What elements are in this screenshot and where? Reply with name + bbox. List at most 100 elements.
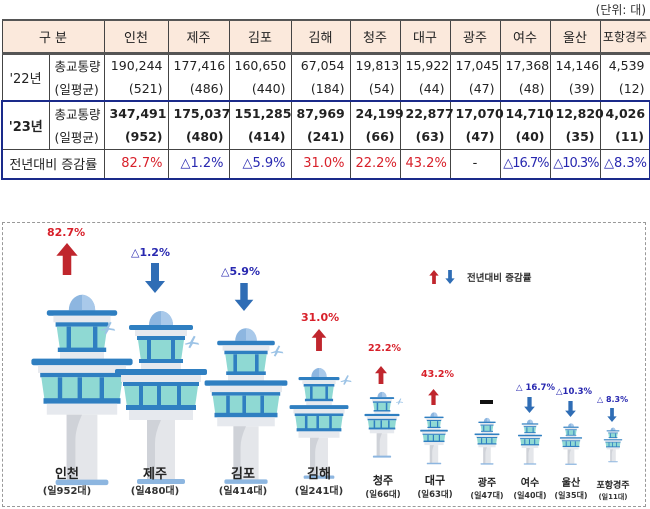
legend-label: 전년대비 증감률 <box>467 273 532 284</box>
airport-name: 대구 <box>424 474 446 487</box>
row-22-total: '22년 총교통량 190,244 177,416 160,650 67,054… <box>1 52 650 102</box>
tower-label: 김해 (일241대) <box>295 463 343 497</box>
cell: 4,539 <box>599 52 650 77</box>
cell: 4,026 <box>599 100 650 125</box>
cell: 19,813 <box>349 52 401 77</box>
cell: (44) <box>399 77 451 102</box>
control-tower-icon <box>517 415 543 467</box>
arrow-up-icon <box>428 389 439 405</box>
control-tower-icon <box>559 419 583 467</box>
tower-pct: △ 16.7% <box>516 383 555 393</box>
cell: (66) <box>349 125 401 150</box>
cell: (952) <box>103 125 169 150</box>
year-label: '23년 <box>1 100 50 150</box>
header-airport: 울산 <box>549 19 601 55</box>
airport-daily: (일66대) <box>365 490 401 500</box>
cell: 160,650 <box>228 52 292 77</box>
arrow-up-icon <box>56 243 78 275</box>
rate-cell: △5.9% <box>228 148 292 180</box>
unit-label: (단위: 대) <box>595 3 646 17</box>
header-airport: 광주 <box>449 19 501 55</box>
tower-pct: △10.3% <box>556 387 593 397</box>
row-rate: 전년대비 증감률 82.7% △1.2% △5.9% 31.0% 22.2% 4… <box>1 148 650 180</box>
cell: 151,285 <box>228 100 292 125</box>
cell: 17,070 <box>449 100 504 125</box>
arrow-down-icon <box>607 408 617 422</box>
control-tower-icon <box>603 423 623 465</box>
cell: (486) <box>167 77 230 102</box>
tower-label: 대구 (일63대) <box>417 469 452 500</box>
cell: 12,820 <box>549 100 604 125</box>
rate-label: 전년대비 증감률 <box>1 148 105 180</box>
rate-cell: 43.2% <box>399 148 451 180</box>
year-label: '22년 <box>1 52 50 102</box>
tower-label: 제주 (일480대) <box>131 463 179 497</box>
cell: (48) <box>499 77 551 102</box>
tower-pct: 31.0% <box>301 311 340 324</box>
header-airport: 여수 <box>499 19 551 55</box>
tower-pct: △ 8.3% <box>597 395 629 404</box>
cell: (184) <box>290 77 351 102</box>
tower-label: 여수 (일40대) <box>513 471 546 501</box>
tower-label: 김포 (일414대) <box>219 463 267 497</box>
tower-pct: △5.9% <box>221 265 260 278</box>
airport-daily: (일40대) <box>513 491 547 500</box>
cell: 67,054 <box>290 52 351 77</box>
header-airport: 대구 <box>399 19 451 55</box>
cell: 15,922 <box>399 52 451 77</box>
airport-name: 제주 <box>143 467 167 482</box>
airport-daily: (일35대) <box>554 491 588 500</box>
arrow-up-icon <box>429 270 439 284</box>
cell: (480) <box>167 125 230 150</box>
rate-cell: 82.7% <box>103 148 169 180</box>
total-label: 총교통량 <box>48 100 105 125</box>
arrow-down-icon <box>234 283 254 311</box>
cell: 347,491 <box>103 100 169 125</box>
traffic-table: 구 분 인천 제주 김포 김해 청주 대구 광주 여수 울산 포항경주 '22년… <box>1 19 650 180</box>
row-23-total: '23년 총교통량 347,491 175,037 151,285 87,969… <box>1 100 650 150</box>
airport-daily: (일480대) <box>130 486 180 497</box>
tower-pct: 43.2% <box>421 369 454 380</box>
daily-label: (일평균) <box>48 125 105 150</box>
airport-name: 광주 <box>477 478 497 489</box>
cell: (39) <box>549 77 601 102</box>
airport-name: 인천 <box>55 467 79 482</box>
arrow-down-icon <box>445 270 455 284</box>
airplane-icon <box>183 333 201 351</box>
cell: (414) <box>228 125 292 150</box>
cell: (63) <box>399 125 451 150</box>
cell: (521) <box>103 77 169 102</box>
header-airport: 제주 <box>167 19 230 55</box>
rate-cell: △1.2% <box>167 148 230 180</box>
tower-label: 포항경주 (일11대) <box>596 473 629 502</box>
cell: (47) <box>449 77 501 102</box>
airplane-icon <box>339 373 353 387</box>
rate-cell: △8.3% <box>599 148 650 180</box>
cell: (47) <box>449 125 501 150</box>
illustration-panel: 전년대비 증감률 82.7% 인천 (일952대) △1.2% 제주 (일480… <box>2 222 646 507</box>
arrow-down-icon <box>524 397 535 413</box>
tower-pct: 82.7% <box>47 226 86 239</box>
cell: (241) <box>290 125 351 150</box>
header-row: 구 분 인천 제주 김포 김해 청주 대구 광주 여수 울산 포항경주 <box>1 19 650 55</box>
rate-cell: 31.0% <box>290 148 351 180</box>
cell: (12) <box>599 77 650 102</box>
cell: 22,877 <box>399 100 454 125</box>
flat-dash-icon <box>480 400 493 404</box>
airport-daily: (일241대) <box>294 486 344 497</box>
cell: (40) <box>499 125 551 150</box>
airport-name: 김포 <box>231 467 255 482</box>
cell: 177,416 <box>167 52 230 77</box>
rate-cell: △10.3% <box>549 148 601 180</box>
tower-pct: 22.2% <box>368 343 401 354</box>
airplane-icon <box>269 343 285 359</box>
total-label: 총교통량 <box>48 52 105 77</box>
daily-label: (일평균) <box>48 77 105 102</box>
airport-name: 울산 <box>561 478 581 489</box>
arrow-down-icon <box>565 401 576 417</box>
header-airport: 청주 <box>349 19 401 55</box>
arrow-up-icon <box>311 329 327 351</box>
cell: 14,710 <box>499 100 554 125</box>
header-airport: 인천 <box>103 19 169 55</box>
header-airport: 김해 <box>290 19 351 55</box>
